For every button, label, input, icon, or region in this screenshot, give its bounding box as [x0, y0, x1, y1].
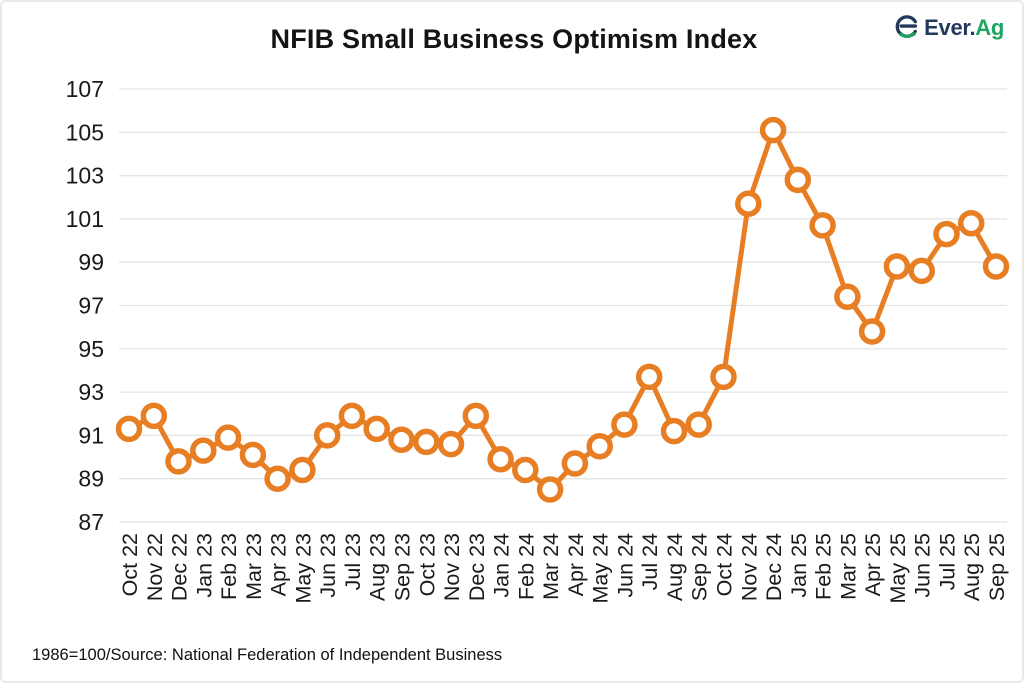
y-tick-label: 103	[66, 163, 104, 189]
y-tick-label: 95	[78, 336, 104, 362]
x-tick-label: Jun 23	[316, 533, 340, 598]
data-point-marker	[957, 209, 985, 237]
x-tick-label: Aug 24	[663, 533, 687, 601]
logo-text-ever: Ever.	[924, 14, 976, 40]
x-tick-label: Mar 24	[539, 533, 563, 600]
x-tick-label: Dec 23	[465, 533, 489, 601]
x-tick-label: Sep 25	[985, 533, 1009, 601]
data-point-marker	[214, 424, 242, 451]
x-tick-label: Aug 25	[960, 533, 984, 601]
data-point-marker	[388, 426, 415, 453]
y-tick-label: 99	[78, 249, 104, 275]
data-point-marker	[536, 476, 564, 503]
data-point-marker	[908, 257, 935, 285]
data-point-marker	[289, 456, 316, 484]
x-tick-label: Aug 23	[366, 533, 390, 601]
x-tick-label: Oct 22	[118, 533, 142, 596]
data-point-marker	[338, 402, 366, 430]
x-tick-label: Jul 23	[341, 533, 365, 590]
data-point-marker	[239, 441, 267, 469]
y-tick-label: 107	[66, 76, 104, 102]
data-point-marker	[313, 422, 341, 449]
data-point-marker	[660, 417, 688, 445]
x-tick-label: May 24	[589, 533, 613, 604]
x-tick-label: Mar 25	[836, 533, 860, 600]
data-point-marker	[933, 220, 960, 248]
x-tick-label: Jul 24	[638, 533, 662, 590]
data-point-marker	[834, 283, 861, 311]
x-tick-label: Jun 24	[613, 533, 637, 598]
x-tick-label: Nov 22	[143, 533, 167, 601]
x-tick-label: Nov 24	[737, 533, 761, 601]
data-point-marker	[858, 318, 886, 345]
data-point-marker	[437, 430, 465, 458]
x-tick-label: Apr 23	[267, 533, 291, 596]
x-tick-label: Oct 23	[415, 533, 439, 596]
x-tick-label: Jan 24	[490, 533, 514, 598]
data-point-marker	[190, 437, 217, 464]
data-point-marker	[165, 448, 192, 475]
data-point-marker	[413, 428, 440, 456]
x-tick-label: Feb 24	[514, 533, 538, 600]
data-point-marker	[561, 450, 589, 477]
x-tick-label: Jul 25	[935, 533, 959, 590]
x-tick-label: Sep 23	[390, 533, 414, 601]
logo-text-ag: Ag	[975, 14, 1004, 40]
data-point-marker	[710, 363, 737, 391]
data-point-marker	[784, 166, 812, 194]
data-point-marker	[982, 253, 1010, 280]
x-tick-label: Apr 24	[564, 533, 588, 596]
data-point-marker	[115, 415, 143, 443]
x-tick-label: Feb 25	[812, 533, 836, 600]
source-note: 1986=100/Source: National Federation of …	[32, 646, 503, 664]
data-point-marker	[264, 465, 291, 492]
y-tick-label: 101	[66, 206, 104, 232]
x-tick-label: Nov 23	[440, 533, 464, 601]
data-point-marker	[487, 445, 514, 473]
y-tick-label: 87	[78, 509, 104, 535]
y-tick-label: 93	[78, 379, 104, 405]
x-tick-label: Oct 24	[713, 533, 737, 596]
x-tick-label: Apr 25	[861, 533, 885, 596]
x-tick-label: May 25	[886, 533, 910, 604]
data-point-marker	[735, 190, 762, 217]
data-point-marker	[512, 456, 539, 484]
y-tick-label: 105	[66, 119, 104, 145]
data-point-marker	[759, 116, 787, 144]
chart-title: NFIB Small Business Optimism Index	[270, 24, 758, 54]
data-point-marker	[586, 432, 613, 460]
x-tick-label: May 23	[291, 533, 315, 604]
y-tick-label: 91	[78, 422, 104, 448]
data-point-marker	[363, 415, 390, 443]
x-tick-label: Mar 23	[242, 533, 266, 600]
data-point-marker	[462, 402, 490, 430]
everag-logo: Ever.Ag	[894, 14, 1004, 41]
data-point-marker	[611, 411, 638, 438]
data-point-marker	[635, 363, 663, 391]
x-tick-label: Jan 23	[192, 533, 216, 598]
x-tick-label: Jun 25	[911, 533, 935, 598]
x-tick-label: Dec 22	[168, 533, 192, 601]
x-tick-label: Feb 23	[217, 533, 241, 600]
x-tick-label: Jan 25	[787, 533, 811, 598]
data-point-marker	[883, 253, 911, 280]
data-point-marker	[809, 212, 836, 239]
ever-ag-e-icon	[895, 15, 918, 38]
x-tick-label: Sep 24	[688, 533, 712, 601]
data-point-marker	[140, 402, 168, 430]
y-tick-label: 89	[78, 466, 104, 492]
x-tick-label: Dec 24	[762, 533, 786, 601]
data-point-marker	[685, 411, 712, 438]
y-tick-label: 97	[78, 293, 104, 319]
